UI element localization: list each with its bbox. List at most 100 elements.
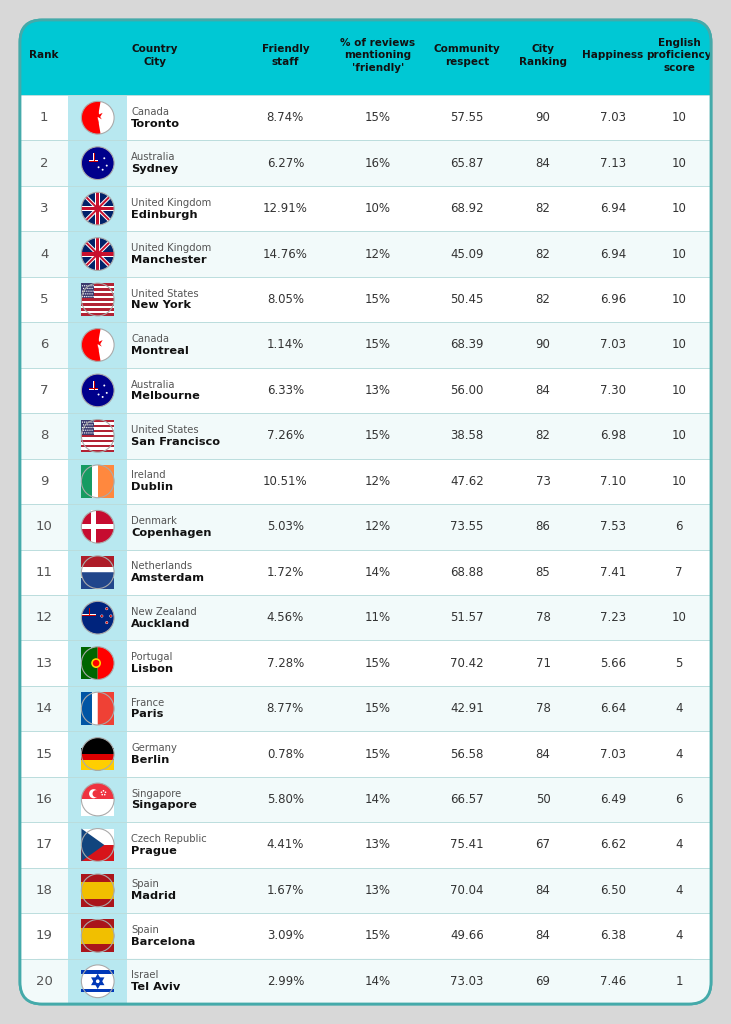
Bar [81,614,96,616]
Bar [20,640,711,686]
Circle shape [84,285,86,287]
Circle shape [81,193,114,225]
Text: 15%: 15% [365,656,391,670]
Bar [81,988,114,992]
Circle shape [89,293,91,295]
Wedge shape [98,329,114,361]
Text: 11: 11 [36,565,53,579]
Text: 4: 4 [675,930,683,942]
Bar [88,608,91,616]
Circle shape [85,293,86,295]
Text: 6.27%: 6.27% [267,157,304,170]
Text: Montreal: Montreal [131,346,189,356]
Bar [94,381,95,389]
Text: 15%: 15% [365,702,391,715]
Circle shape [91,288,93,289]
Circle shape [103,385,105,386]
Text: Ireland: Ireland [131,470,166,480]
Text: 50: 50 [536,793,550,806]
Bar [69,323,127,368]
Circle shape [86,296,88,297]
Bar [91,510,96,543]
Text: 6.62: 6.62 [599,839,626,851]
Text: Berlin: Berlin [131,755,170,765]
Bar [81,425,114,427]
Circle shape [110,615,112,617]
Polygon shape [81,828,105,861]
Polygon shape [86,197,110,221]
Text: New Zealand: New Zealand [131,607,197,616]
Circle shape [106,607,107,609]
Wedge shape [98,647,114,680]
Text: 10.51%: 10.51% [263,475,308,487]
Text: Toronto: Toronto [131,119,180,129]
Text: 66.57: 66.57 [450,793,484,806]
Text: 2.99%: 2.99% [267,975,304,988]
Bar [81,420,114,422]
Bar [20,140,711,186]
Circle shape [81,692,114,725]
Text: Australia: Australia [131,153,175,162]
Circle shape [93,791,99,798]
Circle shape [91,430,93,431]
Bar [69,867,127,913]
Text: 10%: 10% [365,202,391,215]
Wedge shape [81,572,114,589]
Text: 68.92: 68.92 [450,202,484,215]
Wedge shape [81,754,114,770]
Circle shape [82,422,83,423]
Text: 65.87: 65.87 [450,157,484,170]
Text: 7.41: 7.41 [599,565,626,579]
Text: 7: 7 [675,565,683,579]
Text: Prague: Prague [131,846,177,856]
Circle shape [81,737,114,770]
Bar [81,308,114,311]
Bar [81,883,114,891]
Bar [81,920,114,928]
Text: 82: 82 [536,248,550,260]
Circle shape [100,614,103,617]
Bar [20,61,711,95]
Text: Community
respect: Community respect [433,44,501,67]
Text: 71: 71 [536,656,550,670]
Circle shape [88,427,90,428]
Bar [81,450,114,453]
Circle shape [89,430,91,431]
Circle shape [81,510,114,543]
Text: 15%: 15% [365,930,391,942]
Text: 14%: 14% [365,975,391,988]
Circle shape [84,427,86,428]
Text: 90: 90 [536,339,550,351]
Text: 47.62: 47.62 [450,475,484,487]
Bar [81,288,114,291]
Text: Country
City: Country City [132,44,178,67]
Wedge shape [81,329,98,361]
Circle shape [81,556,114,589]
Text: Netherlands: Netherlands [131,561,192,571]
Bar [81,286,114,288]
Text: 5.03%: 5.03% [267,520,304,534]
Text: Tel Aviv: Tel Aviv [131,982,181,992]
Wedge shape [95,329,101,345]
Bar [81,293,114,296]
Bar [81,928,114,944]
Text: 16%: 16% [365,157,391,170]
Text: 4: 4 [675,839,683,851]
Text: Happiness: Happiness [583,50,643,60]
Bar [88,161,98,163]
Text: 15%: 15% [365,112,391,124]
Circle shape [101,615,103,617]
Text: 7.53: 7.53 [600,520,626,534]
Bar [81,971,114,974]
Bar [81,760,114,770]
Circle shape [89,790,98,799]
Bar [81,800,114,816]
Wedge shape [81,936,114,952]
Text: 45.09: 45.09 [450,248,484,260]
Text: Sydney: Sydney [131,164,178,174]
Circle shape [87,424,88,426]
Text: Czech Republic: Czech Republic [131,834,207,844]
Text: 75.41: 75.41 [450,839,484,851]
Circle shape [105,607,108,610]
Circle shape [81,101,114,134]
